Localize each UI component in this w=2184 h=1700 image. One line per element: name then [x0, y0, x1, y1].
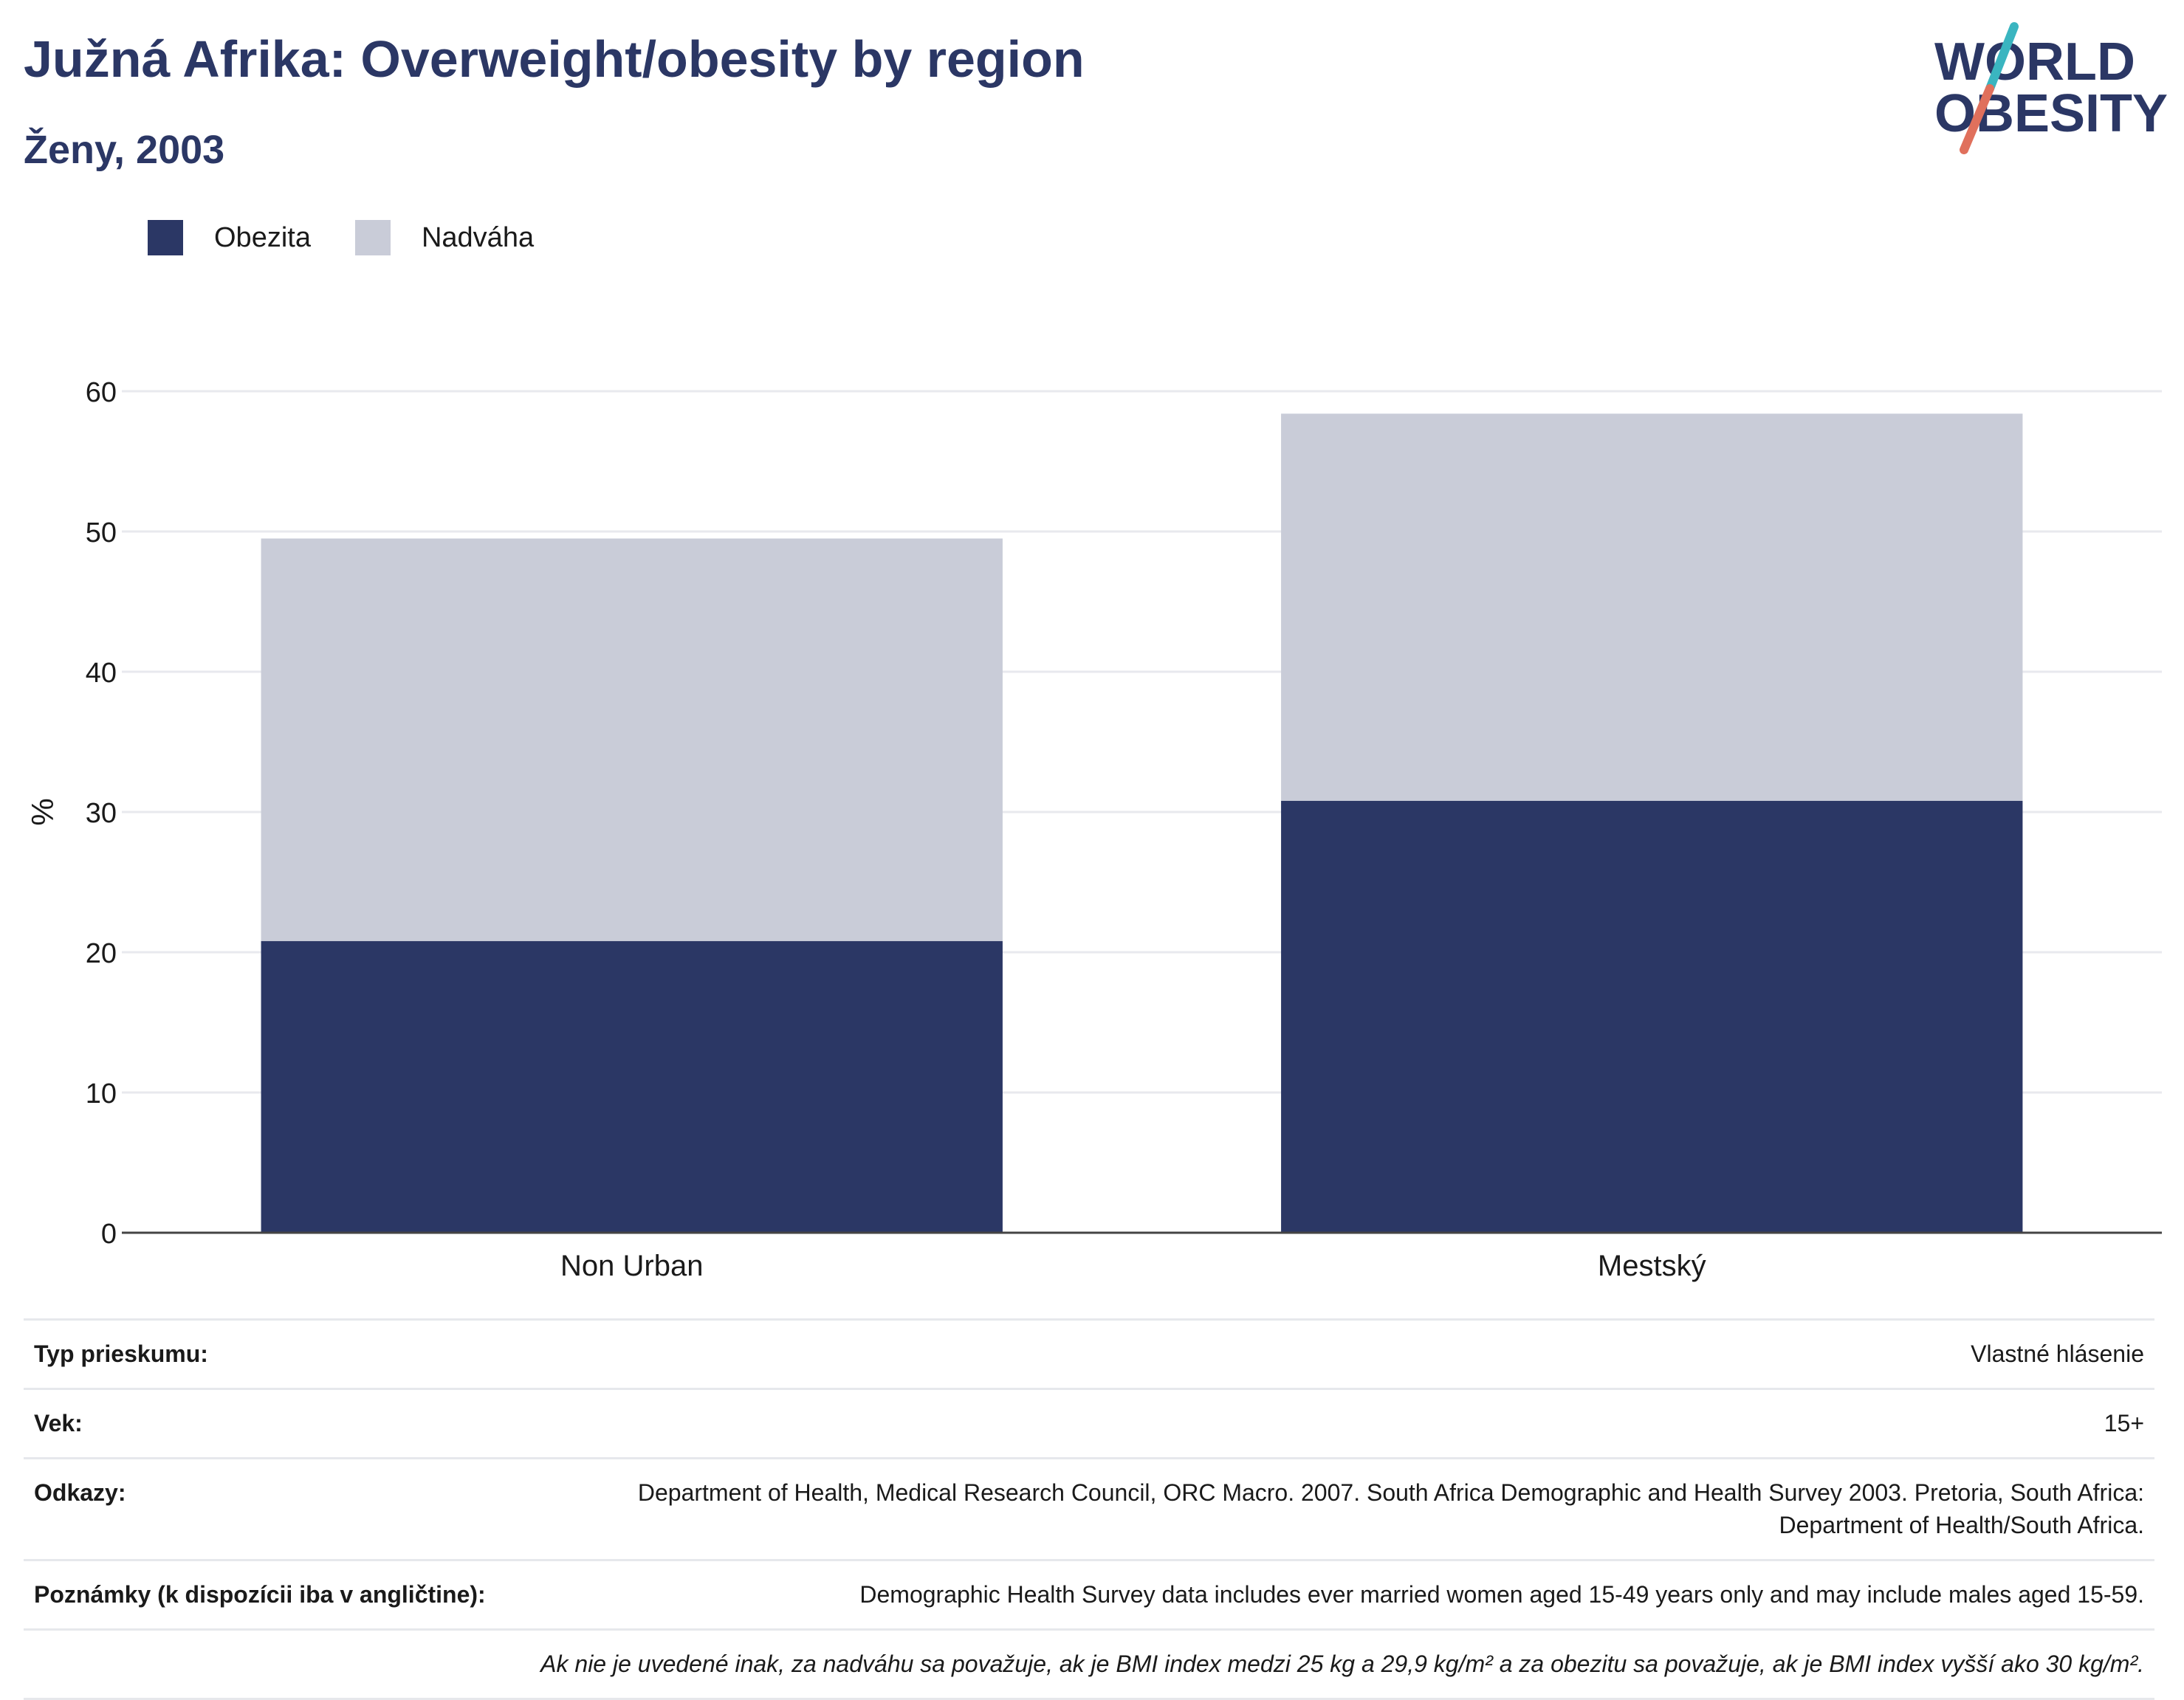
bmi-footnote: Ak nie je uvedené inak, za nadváhu sa po…	[24, 1628, 2154, 1700]
y-tick-label: 50	[86, 517, 117, 548]
x-tick-label: Mestský	[1598, 1250, 1706, 1282]
info-row-age: Vek: 15+	[24, 1388, 2154, 1459]
bar-obesity-1	[1281, 800, 2023, 1233]
info-value: Department of Health, Medical Research C…	[561, 1457, 2154, 1560]
logo-line-world: WORLD	[1934, 32, 2135, 92]
info-row-notes: Poznámky (k dispozícii iba v angličtine)…	[24, 1558, 2154, 1630]
bar-overweight-1	[1281, 413, 2023, 801]
x-tick-label: Non Urban	[560, 1250, 703, 1282]
survey-info-table: Typ prieskumu: Vlastné hlásenie Vek: 15+…	[24, 1318, 2154, 1700]
y-tick-label: 10	[86, 1078, 117, 1109]
info-row-references: Odkazy: Department of Health, Medical Re…	[24, 1457, 2154, 1560]
info-row-survey-type: Typ prieskumu: Vlastné hlásenie	[24, 1318, 2154, 1389]
world-obesity-logo: WORLD OBESITY	[1934, 22, 2168, 154]
y-tick-label: 30	[86, 798, 117, 829]
chart-subtitle: Ženy, 2003	[24, 128, 225, 172]
legend-label-overweight: Nadváha	[421, 221, 535, 253]
info-label: Typ prieskumu:	[24, 1318, 561, 1389]
info-value: Demographic Health Survey data includes …	[561, 1558, 2154, 1630]
info-row-footnote: Ak nie je uvedené inak, za nadváhu sa po…	[24, 1628, 2154, 1700]
info-value: Vlastné hlásenie	[561, 1318, 2154, 1389]
y-axis-label: %	[25, 798, 60, 825]
legend-item-obesity[interactable]: Obezita	[148, 220, 311, 255]
bar-overweight-0	[261, 538, 1003, 941]
info-value: 15+	[561, 1388, 2154, 1459]
y-tick-label: 60	[86, 377, 117, 408]
info-label: Poznámky (k dispozícii iba v angličtine)…	[24, 1558, 561, 1630]
bar-obesity-0	[261, 940, 1003, 1233]
logo-slash-teal	[1985, 22, 2019, 93]
legend-swatch-obesity	[148, 220, 183, 255]
y-tick-label: 20	[86, 938, 117, 969]
y-tick-label: 40	[86, 658, 117, 689]
y-tick-label: 0	[101, 1219, 117, 1250]
info-label: Odkazy:	[24, 1457, 561, 1560]
stacked-bar-chart: 0 10 20 30 40 50 60% Non Urban Mestský	[25, 377, 2162, 1282]
legend-swatch-overweight	[354, 220, 391, 255]
info-label: Vek:	[24, 1388, 561, 1459]
legend-item-overweight[interactable]: Nadváha	[354, 220, 535, 255]
logo-slash-red	[1960, 84, 1994, 154]
chart-title: Južná Afrika: Overweight/obesity by regi…	[24, 30, 1085, 88]
legend-label-obesity: Obezita	[214, 221, 311, 253]
chart-legend: Obezita Nadváha	[148, 220, 578, 255]
